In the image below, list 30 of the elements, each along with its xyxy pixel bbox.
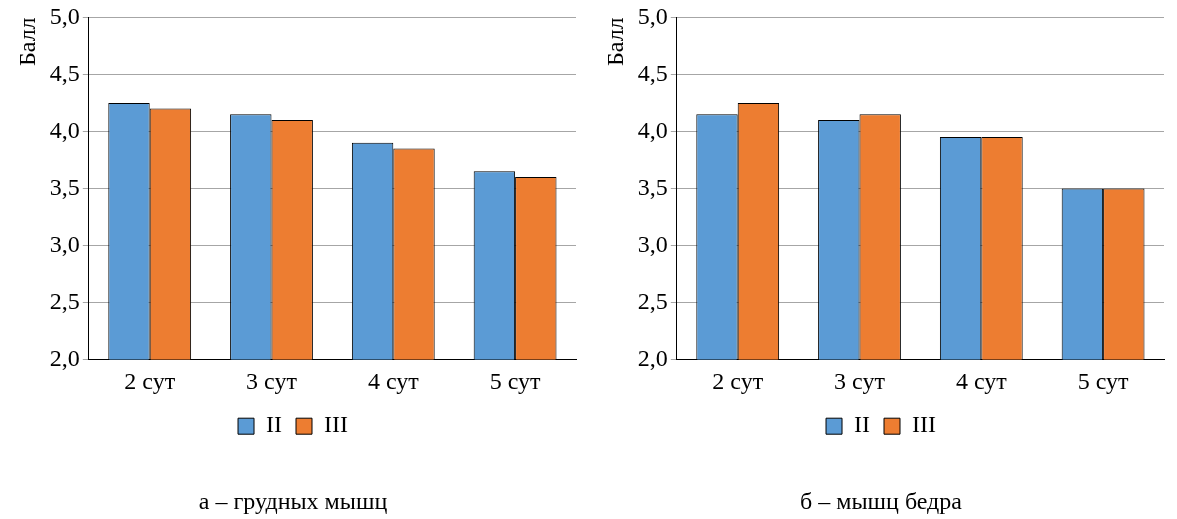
text: б – мышц бедра	[800, 487, 963, 514]
y-tick-label: 2,0	[637, 344, 668, 371]
text: а – грудных мышц	[198, 487, 388, 514]
y-tick-label: 2,0	[49, 344, 80, 371]
x-tick-label: 2 сут	[712, 368, 764, 395]
legend-label: III	[324, 411, 348, 438]
x-tick-label: 4 сут	[955, 368, 1008, 395]
legend-label: II	[854, 411, 871, 438]
y-axis-title: Балл	[13, 17, 40, 67]
y-tick-label: 3,5	[637, 173, 668, 200]
x-tick-label: 2 сут	[124, 368, 176, 395]
y-tick-label: 5,0	[49, 2, 80, 29]
y-tick-label: 4,0	[49, 116, 80, 143]
y-tick-label: 4,5	[637, 59, 668, 86]
y-tick-label: 4,0	[637, 116, 668, 143]
y-tick-label: 5,0	[637, 2, 668, 29]
y-tick-label: 3,5	[49, 173, 80, 200]
legend-label: II	[266, 411, 283, 438]
y-tick-label: 4,5	[49, 59, 80, 86]
y-axis-title: Балл	[601, 17, 628, 67]
x-tick-label: 5 сут	[1077, 368, 1130, 395]
y-tick-label: 2,5	[637, 287, 668, 314]
legend-label: III	[912, 411, 936, 438]
x-tick-label: 4 сут	[367, 368, 420, 395]
y-tick-label: 2,5	[49, 287, 80, 314]
y-tick-label: 3,0	[637, 230, 668, 257]
y-tick-label: 3,0	[49, 230, 80, 257]
x-tick-label: 5 сут	[489, 368, 542, 395]
x-tick-label: 3 сут	[834, 368, 886, 395]
x-tick-label: 3 сут	[246, 368, 298, 395]
